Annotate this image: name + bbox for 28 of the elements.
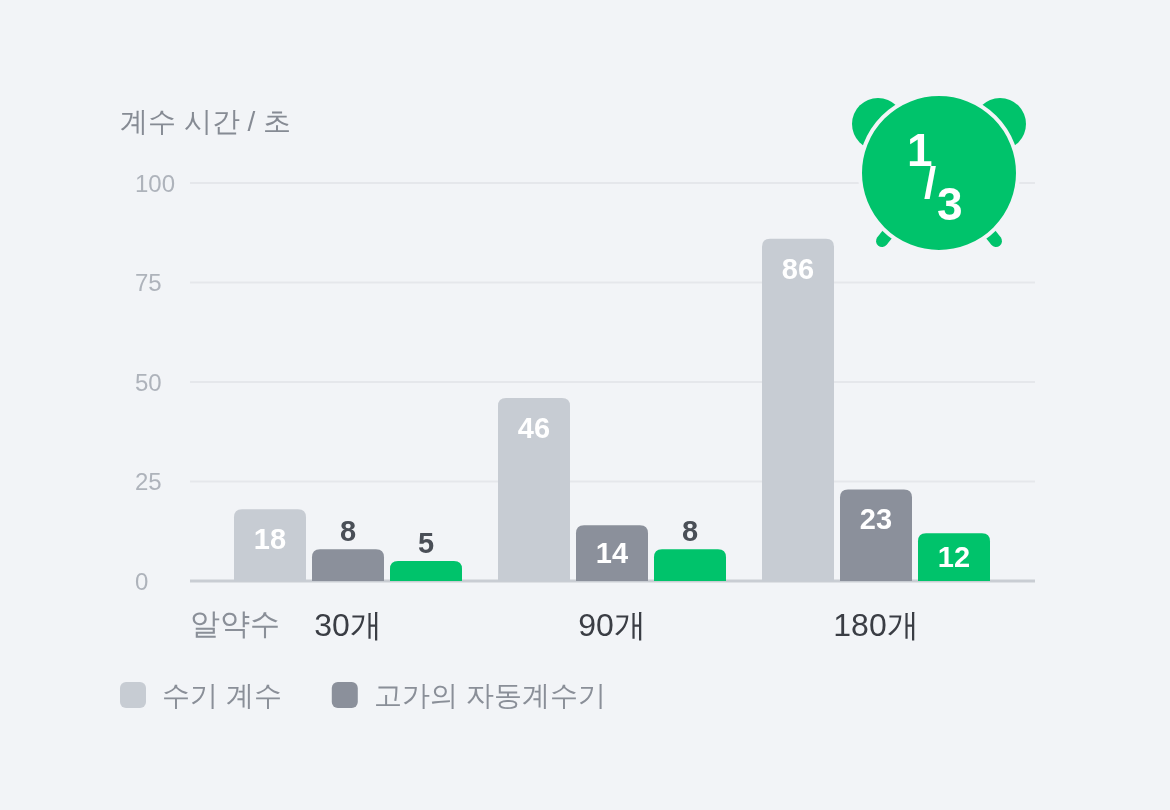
data-label: 23 <box>859 503 893 536</box>
y-tick-label: 75 <box>135 269 162 296</box>
bar <box>312 549 384 581</box>
legend-label: 고가의 자동계수기 <box>373 679 606 711</box>
bar <box>576 525 648 581</box>
bar <box>918 533 990 581</box>
data-label: 14 <box>595 537 629 570</box>
data-label: 86 <box>781 252 815 285</box>
y-tick-label: 100 <box>135 169 176 197</box>
data-label: 12 <box>937 541 971 574</box>
y-tick-label: 25 <box>135 468 162 495</box>
x-tick-label: 90개 <box>578 607 646 643</box>
bar <box>654 549 726 581</box>
bar <box>840 489 912 581</box>
y-tick-label: 0 <box>135 567 149 595</box>
x-tick-label: 30개 <box>314 607 382 643</box>
legend-label: 수기 계수 <box>162 679 282 711</box>
x-axis-title: 알약수 <box>190 607 280 640</box>
bar <box>390 561 462 581</box>
annotation: 1/3 <box>907 124 963 230</box>
data-label: 8 <box>681 515 699 548</box>
data-label: 18 <box>253 523 287 556</box>
y-tick-label: 50 <box>135 368 162 396</box>
data-label: 46 <box>517 411 551 444</box>
data-label: 8 <box>339 515 357 548</box>
data-label: 5 <box>417 527 435 560</box>
y-axis-title: 계수 시간 / 초 <box>120 106 292 137</box>
x-tick-label: 180개 <box>833 607 919 643</box>
